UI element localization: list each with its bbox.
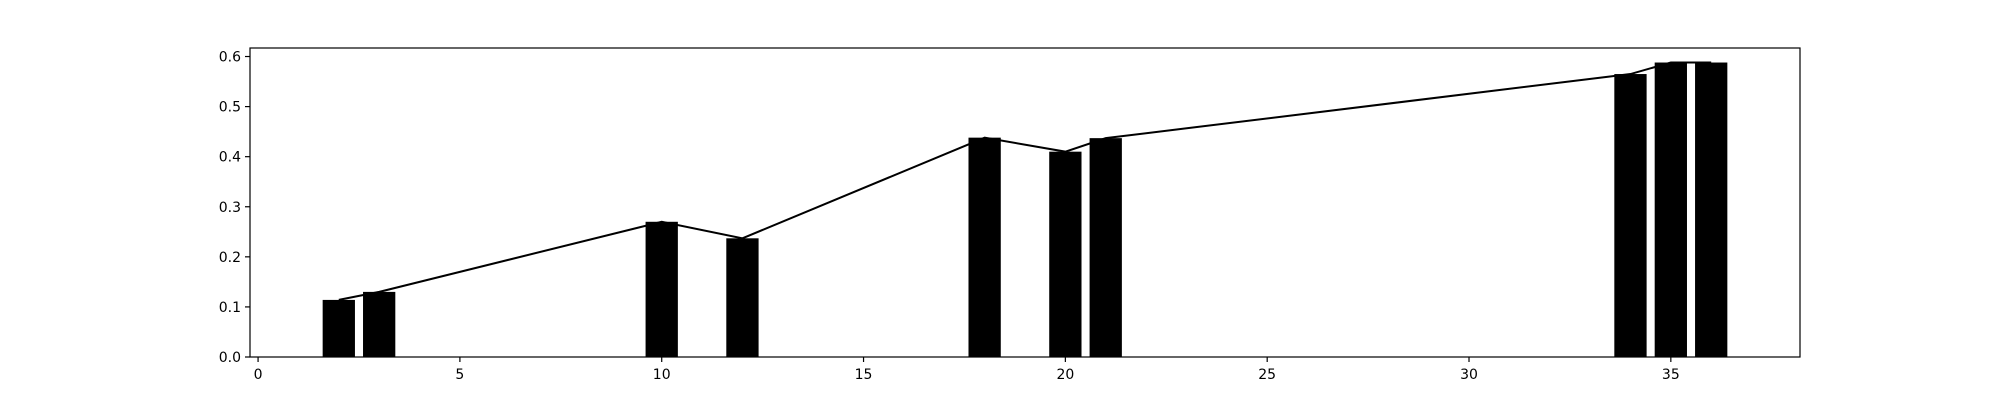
bar-2 bbox=[645, 221, 678, 357]
plot-marks bbox=[322, 61, 1728, 358]
y-tick-label-0: 0.0 bbox=[219, 350, 241, 366]
x-tick-label-2: 10 bbox=[653, 367, 671, 383]
x-tick-label-0: 0 bbox=[254, 367, 263, 383]
trend-line bbox=[338, 61, 1712, 301]
y-tick-label-6: 0.6 bbox=[219, 50, 241, 66]
y-tick-label-1: 0.1 bbox=[219, 300, 241, 316]
bar-0 bbox=[322, 299, 355, 357]
y-tick-label-5: 0.5 bbox=[219, 100, 241, 116]
bar-4 bbox=[968, 137, 1001, 357]
y-tick-label-4: 0.4 bbox=[219, 150, 241, 166]
bar-1 bbox=[363, 291, 396, 357]
x-tick-label-6: 30 bbox=[1460, 367, 1478, 383]
y-tick-label-3: 0.3 bbox=[219, 200, 241, 216]
bar-5 bbox=[1049, 151, 1082, 357]
bar-7 bbox=[1614, 74, 1647, 357]
plot-frame bbox=[249, 47, 1801, 358]
x-axis: 0 5 10 15 20 25 30 35 bbox=[254, 357, 1680, 383]
x-tick-label-7: 35 bbox=[1662, 367, 1680, 383]
y-axis: 0.0 0.1 0.2 0.3 0.4 0.5 0.6 bbox=[219, 50, 250, 366]
bar-8 bbox=[1654, 62, 1687, 358]
bar-6 bbox=[1089, 138, 1122, 357]
bar-3 bbox=[726, 238, 759, 357]
x-tick-label-3: 15 bbox=[855, 367, 873, 383]
x-tick-label-5: 25 bbox=[1258, 367, 1276, 383]
x-tick-label-4: 20 bbox=[1056, 367, 1074, 383]
x-tick-label-1: 5 bbox=[455, 367, 464, 383]
y-tick-label-2: 0.2 bbox=[219, 250, 241, 266]
bar-9 bbox=[1695, 62, 1728, 358]
